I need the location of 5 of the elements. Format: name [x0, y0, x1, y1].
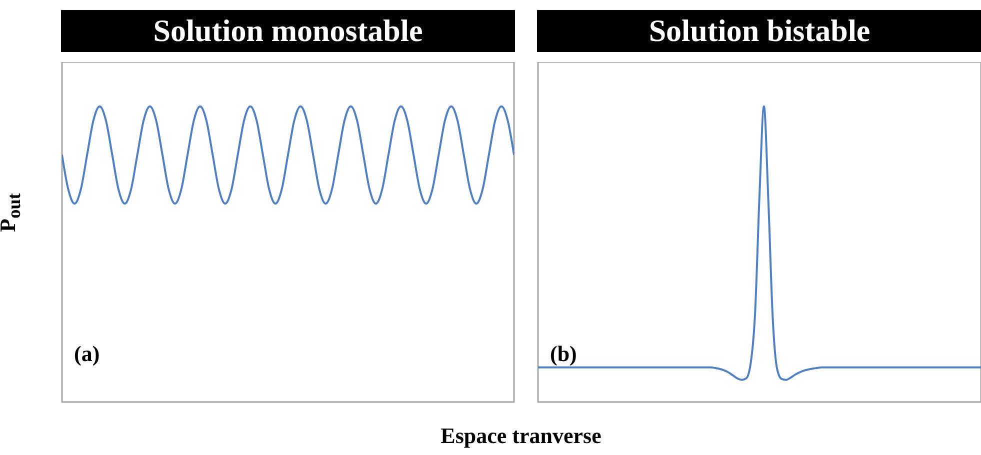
annotation: (b)	[550, 341, 577, 366]
chart-title: Solution monostable	[61, 10, 515, 52]
chart-title: Solution bistable	[537, 10, 981, 52]
x-axis-title: Espace tranverse	[440, 423, 602, 449]
annotation: (a)	[74, 341, 100, 366]
